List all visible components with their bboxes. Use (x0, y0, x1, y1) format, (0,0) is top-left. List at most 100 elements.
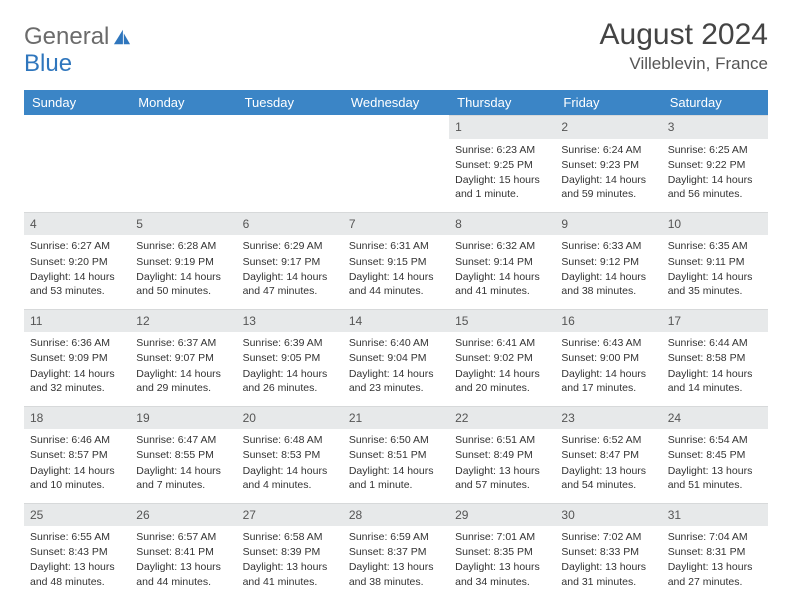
day-number: 9 (555, 212, 661, 235)
weekday-header: Tuesday (237, 90, 343, 115)
day-body: Sunrise: 6:54 AMSunset: 8:45 PM Daylight:… (662, 429, 768, 501)
location: Villeblevin, France (600, 54, 768, 74)
sunrise-text: Sunrise: 6:37 AM (136, 336, 230, 350)
calendar-cell: 3Sunrise: 6:25 AMSunset: 9:22 PMDaylight… (662, 115, 768, 211)
sunset-text: Sunset: 8:45 PM (668, 448, 762, 462)
weekday-header: Wednesday (343, 90, 449, 115)
calendar-cell (237, 115, 343, 211)
calendar-cell: 12Sunrise: 6:37 AMSunset: 9:07 PMDayligh… (130, 308, 236, 405)
calendar-table: Sunday Monday Tuesday Wednesday Thursday… (24, 90, 768, 599)
sunrise-text: Sunrise: 6:27 AM (30, 239, 124, 253)
daylight-text: Daylight: 14 hours and 56 minutes. (668, 173, 762, 201)
daylight-text: Daylight: 14 hours and 29 minutes. (136, 367, 230, 395)
day-number: 12 (130, 309, 236, 332)
sunset-text: Sunset: 9:11 PM (668, 255, 762, 269)
calendar-cell: 5Sunrise: 6:28 AMSunset: 9:19 PMDaylight… (130, 211, 236, 308)
sunrise-text: Sunrise: 6:33 AM (561, 239, 655, 253)
sunset-text: Sunset: 8:31 PM (668, 545, 762, 559)
sunrise-text: Sunrise: 6:44 AM (668, 336, 762, 350)
sunrise-text: Sunrise: 6:46 AM (30, 433, 124, 447)
month-title: August 2024 (600, 18, 768, 52)
day-body: Sunrise: 6:52 AMSunset: 8:47 PMDaylight:… (555, 429, 661, 501)
day-body: Sunrise: 6:37 AMSunset: 9:07 PMDaylight:… (130, 332, 236, 404)
sunrise-text: Sunrise: 7:01 AM (455, 530, 549, 544)
day-body: Sunrise: 6:27 AMSunset: 9:20 PMDaylight:… (24, 235, 130, 307)
sunrise-text: Sunrise: 6:31 AM (349, 239, 443, 253)
day-body: Sunrise: 6:25 AMSunset: 9:22 PMDaylight:… (662, 139, 768, 211)
calendar-cell: 6Sunrise: 6:29 AMSunset: 9:17 PMDaylight… (237, 211, 343, 308)
daylight-text: Daylight: 14 hours and 23 minutes. (349, 367, 443, 395)
calendar-cell: 11Sunrise: 6:36 AMSunset: 9:09 PMDayligh… (24, 308, 130, 405)
day-body: Sunrise: 6:32 AMSunset: 9:14 PMDaylight:… (449, 235, 555, 307)
daylight-text: Daylight: 13 hours and 44 minutes. (136, 560, 230, 588)
day-body: Sunrise: 6:28 AMSunset: 9:19 PMDaylight:… (130, 235, 236, 307)
day-number: 4 (24, 212, 130, 235)
calendar-cell: 2Sunrise: 6:24 AMSunset: 9:23 PMDaylight… (555, 115, 661, 211)
day-number: 14 (343, 309, 449, 332)
daylight-text: Daylight: 14 hours and 44 minutes. (349, 270, 443, 298)
sunrise-text: Sunrise: 6:41 AM (455, 336, 549, 350)
calendar-cell (343, 115, 449, 211)
calendar-week-row: 11Sunrise: 6:36 AMSunset: 9:09 PMDayligh… (24, 308, 768, 405)
sunrise-text: Sunrise: 6:57 AM (136, 530, 230, 544)
daylight-text: Daylight: 14 hours and 47 minutes. (243, 270, 337, 298)
sunset-text: Sunset: 8:47 PM (561, 448, 655, 462)
day-number: 5 (130, 212, 236, 235)
sunrise-text: Sunrise: 6:36 AM (30, 336, 124, 350)
sunrise-text: Sunrise: 6:23 AM (455, 143, 549, 157)
calendar-cell: 18Sunrise: 6:46 AMSunset: 8:57 PMDayligh… (24, 405, 130, 502)
calendar-cell: 31Sunrise: 7:04 AMSunset: 8:31 PMDayligh… (662, 502, 768, 599)
day-body: Sunrise: 6:47 AMSunset: 8:55 PMDaylight:… (130, 429, 236, 501)
sunset-text: Sunset: 9:19 PM (136, 255, 230, 269)
daylight-text: Daylight: 14 hours and 10 minutes. (30, 464, 124, 492)
day-body: Sunrise: 6:58 AMSunset: 8:39 PMDaylight:… (237, 526, 343, 598)
sail-icon (110, 25, 132, 52)
sunset-text: Sunset: 8:53 PM (243, 448, 337, 462)
sunset-text: Sunset: 8:55 PM (136, 448, 230, 462)
calendar-cell: 28Sunrise: 6:59 AMSunset: 8:37 PMDayligh… (343, 502, 449, 599)
sunrise-text: Sunrise: 7:02 AM (561, 530, 655, 544)
day-number: 25 (24, 503, 130, 526)
day-body: Sunrise: 6:57 AMSunset: 8:41 PMDaylight:… (130, 526, 236, 598)
day-number: 24 (662, 406, 768, 429)
daylight-text: Daylight: 13 hours and 31 minutes. (561, 560, 655, 588)
day-number: 23 (555, 406, 661, 429)
daylight-text: Daylight: 14 hours and 1 minute. (349, 464, 443, 492)
daylight-text: Daylight: 13 hours and 48 minutes. (30, 560, 124, 588)
sunrise-text: Sunrise: 6:48 AM (243, 433, 337, 447)
sunset-text: Sunset: 8:51 PM (349, 448, 443, 462)
weekday-header: Sunday (24, 90, 130, 115)
logo-word-2: Blue (24, 50, 72, 77)
weekday-header-row: Sunday Monday Tuesday Wednesday Thursday… (24, 90, 768, 115)
day-number: 30 (555, 503, 661, 526)
calendar-cell: 15Sunrise: 6:41 AMSunset: 9:02 PMDayligh… (449, 308, 555, 405)
day-number: 19 (130, 406, 236, 429)
day-body: Sunrise: 6:36 AMSunset: 9:09 PMDaylight:… (24, 332, 130, 404)
sunrise-text: Sunrise: 6:32 AM (455, 239, 549, 253)
daylight-text: Daylight: 15 hours and 1 minute. (455, 173, 549, 201)
daylight-text: Daylight: 13 hours and 34 minutes. (455, 560, 549, 588)
sunrise-text: Sunrise: 6:51 AM (455, 433, 549, 447)
sunrise-text: Sunrise: 6:58 AM (243, 530, 337, 544)
daylight-text: Daylight: 14 hours and 7 minutes. (136, 464, 230, 492)
daylight-text: Daylight: 13 hours and 51 minutes. (668, 464, 762, 492)
calendar-cell (24, 115, 130, 211)
daylight-text: Daylight: 14 hours and 50 minutes. (136, 270, 230, 298)
day-body: Sunrise: 6:44 AMSunset: 8:58 PMDaylight:… (662, 332, 768, 404)
daylight-text: Daylight: 13 hours and 54 minutes. (561, 464, 655, 492)
day-body: Sunrise: 6:29 AMSunset: 9:17 PMDaylight:… (237, 235, 343, 307)
sunset-text: Sunset: 9:23 PM (561, 158, 655, 172)
day-number: 20 (237, 406, 343, 429)
logo-word-1: General (24, 23, 109, 50)
calendar-cell: 16Sunrise: 6:43 AMSunset: 9:00 PMDayligh… (555, 308, 661, 405)
day-number: 28 (343, 503, 449, 526)
sunrise-text: Sunrise: 7:04 AM (668, 530, 762, 544)
daylight-text: Daylight: 14 hours and 32 minutes. (30, 367, 124, 395)
calendar-cell: 25Sunrise: 6:55 AMSunset: 8:43 PMDayligh… (24, 502, 130, 599)
sunset-text: Sunset: 9:05 PM (243, 351, 337, 365)
calendar-cell: 23Sunrise: 6:52 AMSunset: 8:47 PMDayligh… (555, 405, 661, 502)
sunrise-text: Sunrise: 6:54 AM (668, 433, 762, 447)
sunrise-text: Sunrise: 6:24 AM (561, 143, 655, 157)
sunrise-text: Sunrise: 6:29 AM (243, 239, 337, 253)
calendar-cell: 13Sunrise: 6:39 AMSunset: 9:05 PMDayligh… (237, 308, 343, 405)
